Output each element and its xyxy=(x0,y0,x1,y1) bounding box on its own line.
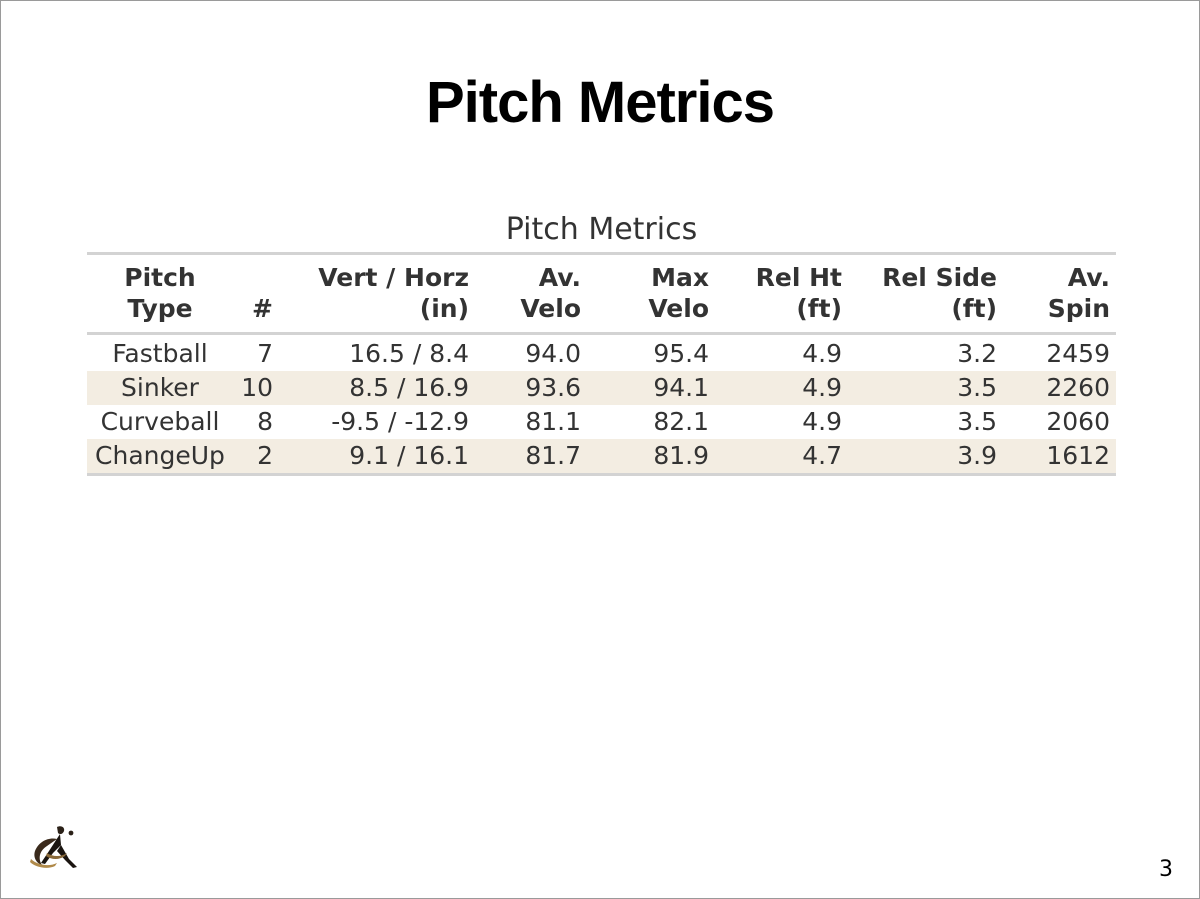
slide-title: Pitch Metrics xyxy=(426,70,775,135)
cell-count: 10 xyxy=(233,371,279,405)
header-rel-side: Rel Side (ft) xyxy=(848,255,1003,335)
cell-vert-horz: 9.1 / 16.1 xyxy=(279,439,475,476)
header-avg-velo: Av. Velo xyxy=(475,255,587,335)
cell-rel-ht: 4.7 xyxy=(715,439,848,476)
header-max-velo: Max Velo xyxy=(587,255,715,335)
cell-rel-ht: 4.9 xyxy=(715,371,848,405)
cell-rel-side: 3.9 xyxy=(848,439,1003,476)
cell-count: 2 xyxy=(233,439,279,476)
cell-avg-spin: 2060 xyxy=(1046,407,1110,436)
cell-avg-spin: 2459 xyxy=(1046,339,1110,368)
cell-rel-ht: 4.9 xyxy=(802,339,842,368)
header-pitch-type: Pitch Type xyxy=(87,255,233,335)
pitcher-logo-icon xyxy=(30,826,77,868)
cell-avg-spin: 2260 xyxy=(1003,371,1116,405)
cell-pitch-type: Curveball xyxy=(100,407,220,436)
cell-rel-side: 3.5 xyxy=(848,371,1003,405)
cell-rel-side: 3.5 xyxy=(957,407,997,436)
header-avg-spin: Av. Spin xyxy=(1003,255,1116,335)
cell-vert-horz: -9.5 / -12.9 xyxy=(331,407,469,436)
table-header-row: Pitch Type # Vert / Horz (in) Av. Velo Max V… xyxy=(87,255,1116,335)
cell-rel-ht: 4.9 xyxy=(802,407,842,436)
page-number: 3 xyxy=(1159,857,1173,882)
cell-max-velo: 82.1 xyxy=(653,407,709,436)
cell-pitch-type: Sinker xyxy=(87,371,233,405)
cell-rel-side: 3.2 xyxy=(957,339,997,368)
cell-avg-velo: 81.1 xyxy=(525,407,581,436)
table-row: Sinker 10 8.5 / 16.9 93.6 94.1 4.9 3.5 2… xyxy=(87,371,1116,405)
cell-max-velo: 81.9 xyxy=(587,439,715,476)
cell-avg-velo: 94.0 xyxy=(525,339,581,368)
cell-pitch-type: Fastball xyxy=(112,339,208,368)
cell-count: 7 xyxy=(257,339,273,368)
cell-vert-horz: 8.5 / 16.9 xyxy=(279,371,475,405)
cell-count: 8 xyxy=(257,407,273,436)
cell-avg-velo: 81.7 xyxy=(475,439,587,476)
cell-vert-horz: 16.5 / 8.4 xyxy=(349,339,469,368)
header-rel-ht: Rel Ht (ft) xyxy=(715,255,848,335)
pitch-metrics-table: Pitch Type # Vert / Horz (in) Av. Velo Max V… xyxy=(87,255,1116,476)
table-row: ChangeUp 2 9.1 / 16.1 81.7 81.9 4.7 3.9 … xyxy=(87,439,1116,476)
table-row: Curveball 8 -9.5 / -12.9 81.1 82.1 4.9 3… xyxy=(87,405,1116,439)
cell-avg-spin: 1612 xyxy=(1003,439,1116,476)
cell-pitch-type: ChangeUp xyxy=(87,439,233,476)
cell-max-velo: 95.4 xyxy=(653,339,709,368)
pitch-metrics-table-container: Pitch Metrics Pitch Type # xyxy=(87,207,1116,476)
cell-avg-velo: 93.6 xyxy=(475,371,587,405)
table-caption: Pitch Metrics xyxy=(87,207,1116,255)
header-count: # xyxy=(233,255,279,335)
table-row: Fastball 7 16.5 / 8.4 94.0 95.4 4.9 3.2 … xyxy=(87,334,1116,372)
header-vert-horz: Vert / Horz (in) xyxy=(279,255,475,335)
cell-max-velo: 94.1 xyxy=(587,371,715,405)
